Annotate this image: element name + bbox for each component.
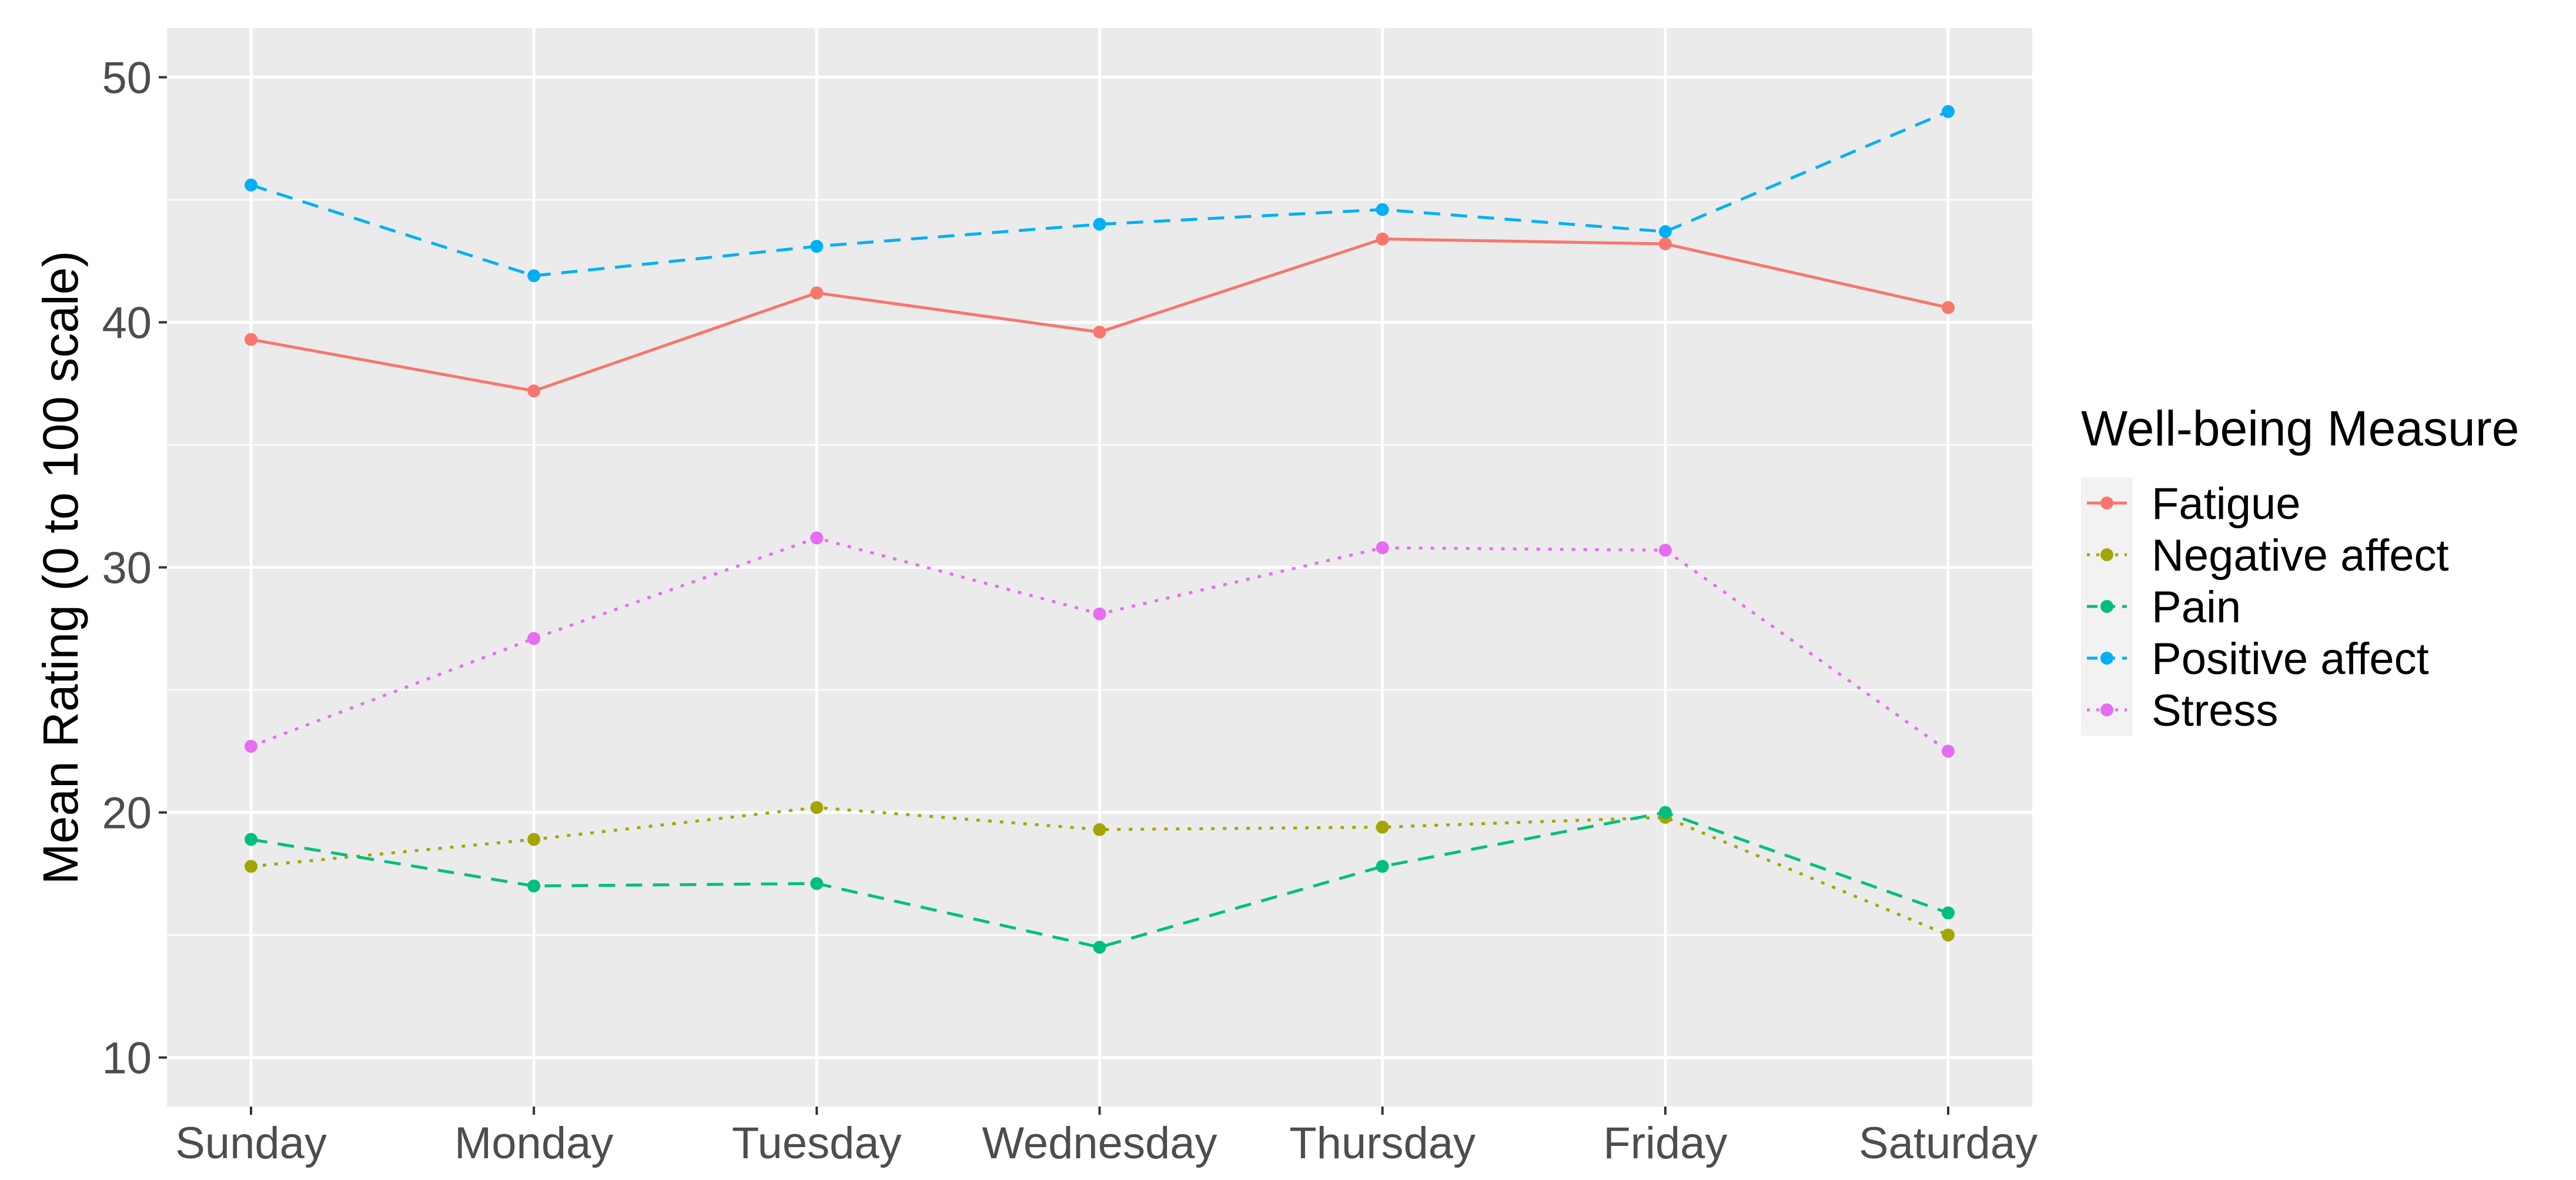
data-point-pain	[1658, 806, 1672, 819]
data-point-pain	[245, 833, 257, 846]
data-point-negative-affect	[245, 860, 257, 873]
data-point-positive-affect	[245, 178, 257, 192]
data-point-stress	[1942, 745, 1955, 758]
data-point-pain	[1093, 940, 1106, 954]
x-axis: Sunday Monday Tuesday Wednesday Thursday Frid…	[175, 1107, 2038, 1168]
x-tick-label: Saturday	[1859, 1118, 2038, 1168]
data-point-positive-affect	[810, 240, 824, 253]
legend-label: Fatigue	[2152, 479, 2301, 529]
legend-item-stress: Stress	[2087, 686, 2278, 736]
data-point-positive-affect	[1942, 105, 1955, 118]
data-point-pain	[1942, 906, 1955, 920]
legend-key-point	[2100, 548, 2113, 561]
data-point-fatigue	[1093, 326, 1106, 339]
data-point-pain	[810, 877, 824, 890]
data-point-stress	[1658, 544, 1672, 557]
series-fatigue	[245, 232, 1955, 398]
y-tick-label: 10	[102, 1034, 152, 1084]
data-point-fatigue	[527, 384, 541, 398]
x-tick-label: Monday	[454, 1118, 613, 1168]
y-tick-label: 50	[102, 53, 152, 103]
series-positive-affect	[245, 105, 1955, 283]
x-tick-label: Tuesday	[732, 1118, 902, 1168]
series-pain	[245, 806, 1955, 954]
legend-key-point	[2100, 652, 2113, 665]
data-point-stress	[245, 739, 257, 753]
y-tick-label: 20	[102, 789, 152, 839]
data-point-fatigue	[1942, 301, 1955, 314]
x-tick-label: Sunday	[175, 1118, 327, 1168]
legend-label: Positive affect	[2152, 634, 2429, 684]
y-tick-label: 40	[102, 298, 152, 348]
x-tick-label: Wednesday	[982, 1118, 1217, 1168]
legend-key-point	[2100, 703, 2113, 716]
legend-key-point	[2100, 497, 2113, 509]
data-point-negative-affect	[1376, 820, 1389, 834]
data-point-fatigue	[810, 286, 824, 300]
legend-key-point	[2100, 600, 2113, 613]
y-tick-label: 30	[102, 544, 152, 594]
data-point-positive-affect	[527, 269, 541, 283]
data-point-negative-affect	[1942, 928, 1955, 942]
x-tick-label: Thursday	[1289, 1118, 1476, 1168]
legend-label: Stress	[2152, 686, 2278, 736]
data-point-stress	[810, 531, 824, 545]
legend-item-pain: Pain	[2087, 582, 2241, 632]
y-axis-title: Mean Rating (0 to 100 scale)	[33, 251, 88, 885]
data-point-fatigue	[1658, 237, 1672, 250]
data-point-fatigue	[245, 333, 257, 346]
major-gridlines	[167, 28, 2032, 1107]
data-point-positive-affect	[1658, 225, 1672, 239]
data-point-pain	[527, 879, 541, 893]
data-point-stress	[1376, 541, 1389, 555]
data-point-fatigue	[1376, 232, 1389, 246]
legend-item-fatigue: Fatigue	[2087, 479, 2301, 529]
y-axis: 10 20 30 40 50	[102, 53, 167, 1084]
data-point-stress	[527, 632, 541, 645]
legend-title: Well-being Measure	[2081, 401, 2519, 456]
legend-item-negative-affect: Negative affect	[2087, 531, 2449, 581]
series-stress	[245, 531, 1955, 758]
data-point-positive-affect	[1093, 217, 1106, 231]
legend-item-positive-affect: Positive affect	[2087, 634, 2429, 684]
legend-label: Pain	[2152, 582, 2241, 632]
data-point-negative-affect	[1093, 823, 1106, 836]
data-point-negative-affect	[527, 833, 541, 846]
data-point-negative-affect	[810, 801, 824, 814]
x-tick-label: Friday	[1603, 1118, 1727, 1168]
legend-label: Negative affect	[2152, 531, 2449, 581]
data-point-pain	[1376, 860, 1389, 873]
data-point-positive-affect	[1376, 203, 1389, 216]
series-lines	[245, 105, 1955, 954]
data-point-stress	[1093, 607, 1106, 621]
